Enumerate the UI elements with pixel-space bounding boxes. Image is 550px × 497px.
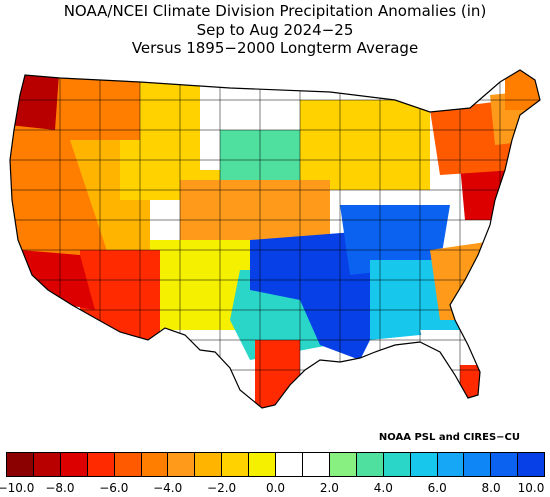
region-pacific-northwest-coast [10, 70, 60, 130]
legend-swatch [276, 453, 303, 476]
legend-tick-label: 2.0 [319, 481, 339, 495]
legend-swatch [141, 453, 169, 476]
legend-tick-label: 10.0 [517, 481, 545, 495]
legend-swatch [87, 453, 115, 476]
legend-swatch [356, 453, 384, 476]
legend-tick-label: −6.0 [99, 481, 129, 495]
legend-tick-label: 6.0 [427, 481, 447, 495]
legend-tick-label: 4.0 [373, 481, 393, 495]
legend-swatch [518, 453, 545, 476]
region-central-plains [180, 180, 330, 245]
region-arizona [80, 250, 160, 340]
legend-swatch [60, 453, 88, 476]
legend-swatch [7, 453, 34, 476]
region-southern-plains-west [150, 240, 250, 330]
legend-swatch [302, 453, 330, 476]
legend-tick-label: −4.0 [153, 481, 183, 495]
us-outline [9, 69, 541, 409]
color-legend [6, 452, 545, 477]
map-title: NOAA/NCEI Climate Division Precipitation… [63, 2, 487, 20]
legend-tick-label: −8.0 [45, 481, 75, 495]
legend-swatch [168, 453, 196, 476]
us-precipitation-map [9, 69, 541, 409]
legend-swatch [222, 453, 250, 476]
map-period: Sep to Aug 2024−25 [196, 20, 354, 39]
legend-swatch [33, 453, 61, 476]
data-credit: NOAA PSL and CIRES−CU [378, 432, 520, 443]
region-great-lakes [300, 100, 430, 190]
legend-swatch [249, 453, 277, 476]
legend-tick-label: 0.0 [265, 481, 286, 495]
legend-swatch [491, 453, 519, 476]
legend-tick-label: −2.0 [207, 481, 237, 495]
legend-swatch [329, 453, 357, 476]
legend-swatch [437, 453, 465, 476]
map-baseline: Versus 1895−2000 Longterm Average [131, 39, 419, 57]
title-block: NOAA/NCEI Climate Division Precipitation… [0, 2, 550, 58]
legend-swatch [383, 453, 411, 476]
region-ohio-valley [340, 205, 450, 275]
region-texas-gulf-coast [255, 340, 300, 408]
legend-swatch [114, 453, 142, 476]
legend-tick-labels: −10.0 −8.0 −6.0 −4.0 −2.0 0.0 2.0 4.0 6.0 8.0 10.0 [0, 481, 550, 497]
legend-swatch [410, 453, 438, 476]
legend-tick-label: 8.0 [481, 481, 501, 495]
legend-tick-label: −10.0 [0, 481, 35, 495]
legend-swatch [464, 453, 492, 476]
legend-swatch [195, 453, 223, 476]
region-maine [505, 70, 540, 110]
